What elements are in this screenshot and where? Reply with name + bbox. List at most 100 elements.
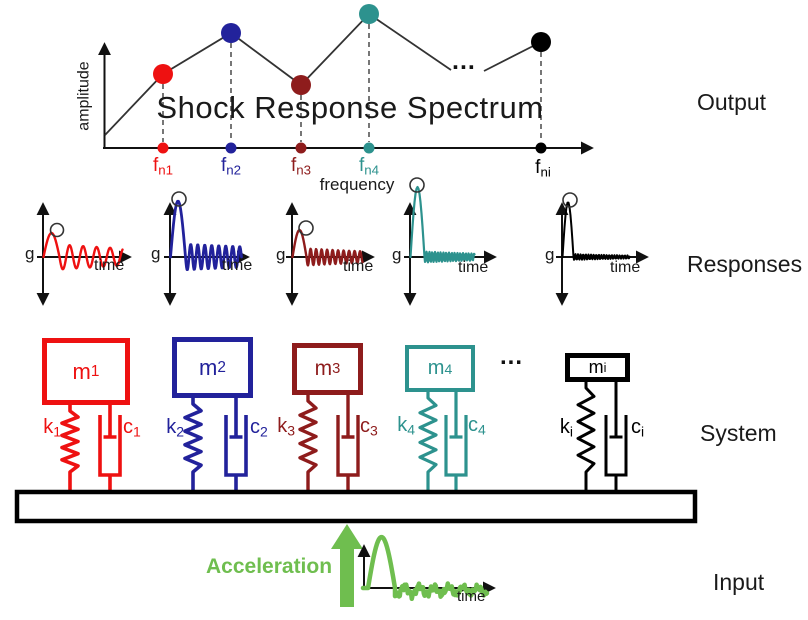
fn3-base: f xyxy=(290,155,297,176)
ki-label: ki xyxy=(529,416,573,440)
spectrum-peak-dot-4 xyxy=(359,4,379,24)
response-4-peak-marker xyxy=(409,177,425,193)
axis-dot-1 xyxy=(157,142,169,154)
generated-line-art xyxy=(36,177,649,492)
k2-label: k2 xyxy=(140,416,184,440)
response-1-curve xyxy=(42,231,124,271)
ci-base: c xyxy=(631,416,641,438)
spectrum-line xyxy=(104,12,452,136)
fn3-sub: n3 xyxy=(296,162,312,178)
damper-1 xyxy=(98,405,122,492)
c1-label: c1 xyxy=(123,416,141,440)
c2-sub: 2 xyxy=(260,423,268,440)
m2-sub: 2 xyxy=(217,358,226,376)
c2-label: c2 xyxy=(250,416,268,440)
c3-label: c3 xyxy=(360,415,378,439)
spring-2 xyxy=(183,398,203,492)
damper-4 xyxy=(444,392,468,492)
axis-dot-4 xyxy=(363,142,375,154)
g-label-4: g xyxy=(392,245,402,264)
k1-sub: 1 xyxy=(53,423,61,440)
time-label-2: time xyxy=(222,257,253,274)
ci-sub: i xyxy=(641,423,645,440)
ci-label: ci xyxy=(631,416,644,440)
mi-base: m xyxy=(588,357,604,377)
k3-label: k3 xyxy=(251,415,295,439)
responses-section-label: Responses xyxy=(687,251,803,277)
srs-chart xyxy=(98,4,594,155)
k3-sub: 3 xyxy=(287,422,295,439)
fn2-sub: n2 xyxy=(226,162,242,178)
input-signal-curve xyxy=(360,534,490,602)
acceleration-label: Acceleration xyxy=(206,555,333,578)
g-label-3: g xyxy=(276,245,286,264)
input-time-label: time xyxy=(457,588,486,605)
input-plot-axes xyxy=(357,544,496,595)
g-label-5: g xyxy=(545,245,555,264)
c4-label: c4 xyxy=(468,414,486,438)
response-3-curve xyxy=(291,228,364,267)
m3-sub: 3 xyxy=(332,361,341,377)
acceleration-arrow-head xyxy=(331,524,363,549)
c4-base: c xyxy=(468,414,478,436)
system-section-label: System xyxy=(700,420,777,446)
response-1-peak-marker xyxy=(49,222,65,238)
m1-base: m xyxy=(72,358,91,384)
response-5-peak-marker xyxy=(562,192,578,208)
ki-sub: i xyxy=(569,423,573,440)
spectrum-line-end xyxy=(483,41,542,72)
acceleration-arrow-shaft xyxy=(340,547,354,607)
axis-dot-5 xyxy=(535,142,547,154)
system-ellipsis: ... xyxy=(500,343,524,370)
k1-base: k xyxy=(43,416,54,438)
fn1-sub: n1 xyxy=(158,162,174,178)
fn4-label: fn4 xyxy=(359,156,379,177)
damper-2 xyxy=(224,398,248,492)
spring-3 xyxy=(298,395,318,492)
spring-1 xyxy=(60,405,80,492)
axis-dot-3 xyxy=(295,142,307,154)
spring-5 xyxy=(576,382,596,492)
k3-base: k xyxy=(277,415,288,437)
m2-base: m xyxy=(199,354,218,380)
c4-sub: 4 xyxy=(478,421,486,438)
response-4-curve xyxy=(409,185,476,264)
fni-sub: ni xyxy=(540,164,551,180)
k4-base: k xyxy=(397,414,408,436)
m4-sub: 4 xyxy=(444,360,453,377)
time-label-3: time xyxy=(343,258,374,275)
damper-5 xyxy=(604,382,628,492)
frequency-axis-label: frequency xyxy=(319,175,395,194)
input-section-label: Input xyxy=(713,569,765,595)
response-2-peak-marker xyxy=(171,191,187,207)
c3-base: c xyxy=(360,415,370,437)
response-5-curve xyxy=(561,201,631,261)
fni-base: f xyxy=(535,157,541,178)
acceleration-arrow xyxy=(331,524,363,607)
c3-sub: 3 xyxy=(370,422,378,439)
time-label-5: time xyxy=(610,259,641,276)
fni-label: fni xyxy=(535,158,551,179)
fn2-label: fn2 xyxy=(221,156,241,177)
axis-dot-2 xyxy=(225,142,237,154)
spectrum-peak-dot-5 xyxy=(531,32,551,52)
m3-base: m xyxy=(314,357,333,380)
spectrum-peak-dot-2 xyxy=(221,23,241,43)
fn4-sub: n4 xyxy=(364,162,380,178)
m4-base: m xyxy=(427,357,445,379)
k4-label: k4 xyxy=(371,414,415,438)
c2-base: c xyxy=(250,416,260,438)
damper-3 xyxy=(336,395,360,492)
time-label-4: time xyxy=(458,259,489,276)
g-label-2: g xyxy=(151,244,161,263)
k2-base: k xyxy=(166,416,177,438)
fn1-label: fn1 xyxy=(153,156,173,177)
k1-label: k1 xyxy=(17,416,61,440)
g-label-1: g xyxy=(25,244,35,263)
fn1-base: f xyxy=(152,155,159,176)
